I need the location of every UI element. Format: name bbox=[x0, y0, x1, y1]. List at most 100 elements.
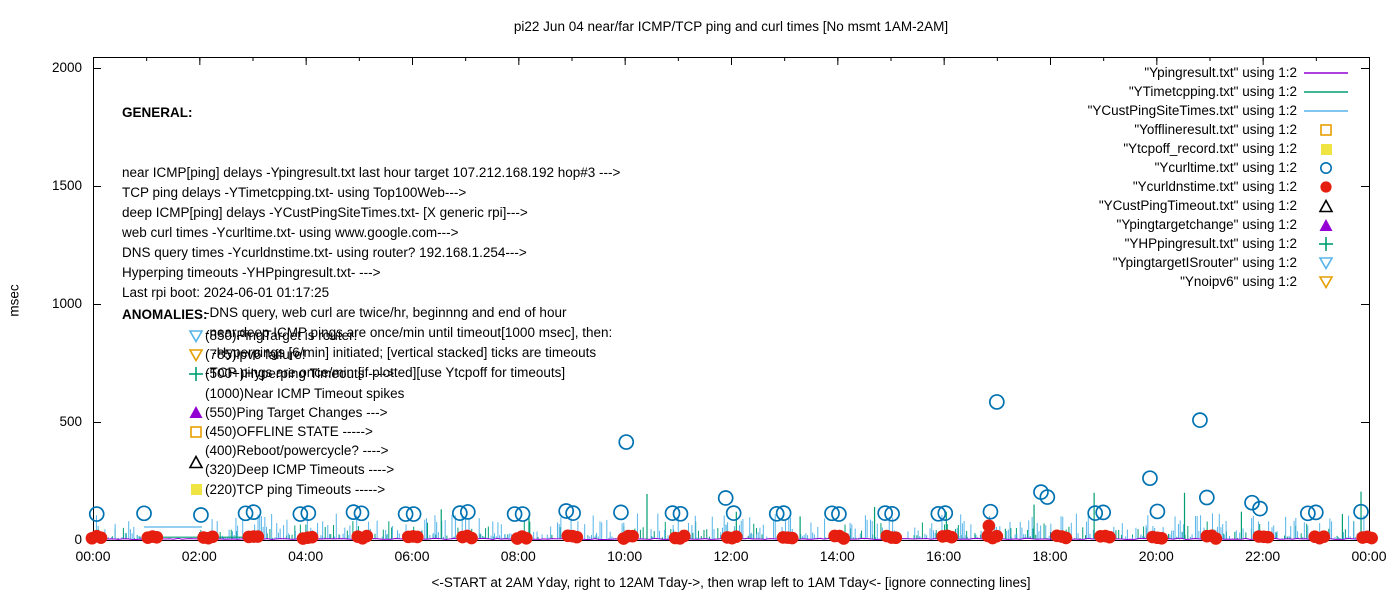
legend-sample bbox=[1297, 255, 1355, 271]
general-note-line: deep ICMP[ping] delays -YCustPingSiteTim… bbox=[122, 205, 528, 220]
chart-title: pi22 Jun 04 near/far ICMP/TCP ping and c… bbox=[513, 19, 949, 34]
legend-label: "Ycurldnstime.txt" using 1:2 bbox=[1132, 179, 1297, 194]
open-triangle-down-icon bbox=[188, 348, 204, 362]
x-axis-caption: <-START at 2AM Yday, right to 12AM Tday-… bbox=[431, 575, 1031, 590]
legend: "Ypingresult.txt" using 1:2 "YTimetcpping… bbox=[1088, 63, 1355, 291]
legend-sample bbox=[1297, 84, 1355, 100]
legend-sample bbox=[1297, 274, 1355, 290]
general-note-line: web curl times -Ycurltime.txt- using www… bbox=[122, 225, 459, 240]
general-note-line: Hyperping timeouts -YHPpingresult.txt- -… bbox=[122, 265, 381, 280]
general-note-line: -DNS query, web curl are twice/hr, begin… bbox=[205, 305, 567, 320]
general-note-line: TCP ping delays -YTimetcpping.txt- using… bbox=[122, 185, 467, 200]
legend-sample bbox=[1297, 141, 1355, 157]
anomaly-open-triangle-down-icon bbox=[188, 328, 205, 344]
filled-triangle-up-icon bbox=[1319, 218, 1333, 231]
x-tick-label: 22:00 bbox=[1245, 548, 1281, 564]
dns-time-dots bbox=[85, 519, 1378, 545]
open-triangle-down-icon bbox=[1318, 256, 1334, 270]
anomaly-plus-icon bbox=[188, 366, 205, 382]
open-square-icon bbox=[190, 425, 202, 438]
legend-label: "Ypingtargetchange" using 1:2 bbox=[1116, 217, 1297, 232]
open-triangle-up-icon bbox=[188, 454, 204, 469]
open-square-icon bbox=[1320, 123, 1332, 136]
x-tick-label: 20:00 bbox=[1138, 548, 1174, 564]
x-tick-label: 16:00 bbox=[926, 548, 962, 564]
legend-sample bbox=[1297, 198, 1355, 214]
anomaly-label: (785)ipv6 failure! bbox=[205, 347, 306, 363]
anomaly-label: (500+)Hyperping Timeouts ----> bbox=[205, 366, 395, 382]
anomaly-item: (850)PingTarget is router! bbox=[188, 326, 404, 345]
x-tick-label: 00:00 bbox=[1351, 548, 1387, 564]
anomalies-heading: ANOMALIES: bbox=[122, 307, 208, 322]
plus-icon bbox=[1319, 236, 1333, 251]
filled-circle-icon bbox=[1320, 180, 1332, 193]
legend-label: "Ytcpoff_record.txt" using 1:2 bbox=[1123, 141, 1297, 156]
anomaly-label: (450)OFFLINE STATE -----> bbox=[205, 424, 373, 440]
y-axis-label: msec bbox=[6, 284, 22, 317]
legend-label: "YHPpingresult.txt" using 1:2 bbox=[1124, 236, 1297, 251]
legend-item: "Yofflineresult.txt" using 1:2 bbox=[1088, 120, 1355, 139]
legend-item: "YCustPingSiteTimes.txt" using 1:2 bbox=[1088, 101, 1355, 120]
anomaly-open-square-icon bbox=[188, 424, 205, 440]
legend-sample bbox=[1297, 217, 1355, 233]
anomaly-label: (320)Deep ICMP Timeouts ----> bbox=[205, 462, 395, 478]
tcp-tall-spikes bbox=[440, 491, 1362, 539]
line-sample-icon bbox=[1304, 71, 1348, 74]
general-note-line: -near,deep ICMP pings are once/min until… bbox=[205, 325, 613, 340]
x-tick-label: 18:00 bbox=[1032, 548, 1068, 564]
open-triangle-up-icon bbox=[1318, 198, 1334, 212]
anomalies-block: (850)PingTarget is router! (785)ipv6 fail… bbox=[188, 326, 404, 499]
legend-item: "YCustPingTimeout.txt" using 1:2 bbox=[1088, 196, 1355, 215]
open-triangle-down-icon bbox=[1318, 275, 1334, 289]
legend-label: "Yofflineresult.txt" using 1:2 bbox=[1134, 122, 1297, 137]
anomaly-item: (550)Ping Target Changes ---> bbox=[188, 403, 404, 422]
legend-sample bbox=[1297, 236, 1355, 252]
legend-sample bbox=[1297, 65, 1355, 81]
y-tick-label: 1500 bbox=[51, 178, 82, 193]
anomaly-item: (450)OFFLINE STATE -----> bbox=[188, 422, 404, 441]
x-tick-label: 08:00 bbox=[500, 548, 536, 564]
anomaly-open-triangle-up-icon bbox=[188, 454, 205, 470]
general-heading: GENERAL: bbox=[122, 105, 193, 120]
anomaly-label: (400)Reboot/powercycle? ----> bbox=[205, 443, 389, 459]
anomaly-label: (220)TCP ping Timeouts -----> bbox=[205, 481, 386, 497]
legend-item: "Ycurldnstime.txt" using 1:2 bbox=[1088, 177, 1355, 196]
anomaly-item: (400)Reboot/powercycle? ----> bbox=[188, 441, 404, 460]
x-tick-label: 12:00 bbox=[713, 548, 749, 564]
general-notes-block: GENERAL: near ICMP[ping] delays -Ypingre… bbox=[122, 63, 620, 383]
x-tick-label: 00:00 bbox=[75, 548, 111, 564]
open-triangle-down-icon bbox=[188, 329, 204, 343]
legend-sample bbox=[1297, 103, 1355, 119]
anomaly-filled-triangle-up-icon bbox=[188, 404, 205, 420]
legend-label: "Ycurltime.txt" using 1:2 bbox=[1154, 160, 1297, 175]
legend-item: "Ytcpoff_record.txt" using 1:2 bbox=[1088, 139, 1355, 158]
x-tick-label: 02:00 bbox=[181, 548, 217, 564]
general-note-line: -Hyperpings [6/min] initiated; [vertical… bbox=[212, 345, 597, 360]
x-tick-label: 10:00 bbox=[607, 548, 643, 564]
x-tick-label: 04:00 bbox=[288, 548, 324, 564]
legend-sample bbox=[1297, 122, 1355, 138]
legend-label: "YpingtargetISrouter" using 1:2 bbox=[1112, 255, 1297, 270]
anomaly-item: (500+)Hyperping Timeouts ----> bbox=[188, 364, 404, 383]
curl-time-circles bbox=[88, 394, 1369, 523]
filled-square-icon bbox=[1321, 143, 1332, 155]
line-sample-icon bbox=[1304, 90, 1348, 93]
legend-item: "Ypingresult.txt" using 1:2 bbox=[1088, 63, 1355, 82]
legend-sample bbox=[1297, 179, 1355, 195]
legend-item: "YTimetcpping.txt" using 1:2 bbox=[1088, 82, 1355, 101]
legend-label: "Ynoipv6" using 1:2 bbox=[1180, 274, 1297, 289]
anomaly-item: (1000)Near ICMP Timeout spikes bbox=[188, 384, 404, 403]
anomaly-item: (220)TCP ping Timeouts -----> bbox=[188, 480, 404, 499]
anomaly-item: (320)Deep ICMP Timeouts ----> bbox=[188, 454, 404, 479]
general-note-line: Last rpi boot: 2024-06-01 01:17:25 bbox=[122, 285, 330, 300]
legend-item: "Ycurltime.txt" using 1:2 bbox=[1088, 158, 1355, 177]
general-note-line: DNS query times -Ycurldnstime.txt- using… bbox=[122, 245, 527, 260]
legend-sample bbox=[1297, 160, 1355, 176]
anomaly-label: (1000)Near ICMP Timeout spikes bbox=[205, 385, 405, 401]
anomaly-open-triangle-down-icon bbox=[188, 347, 205, 363]
legend-label: "YTimetcpping.txt" using 1:2 bbox=[1128, 84, 1297, 99]
line-sample-icon bbox=[1304, 109, 1348, 112]
legend-item: "YHPpingresult.txt" using 1:2 bbox=[1088, 234, 1355, 253]
